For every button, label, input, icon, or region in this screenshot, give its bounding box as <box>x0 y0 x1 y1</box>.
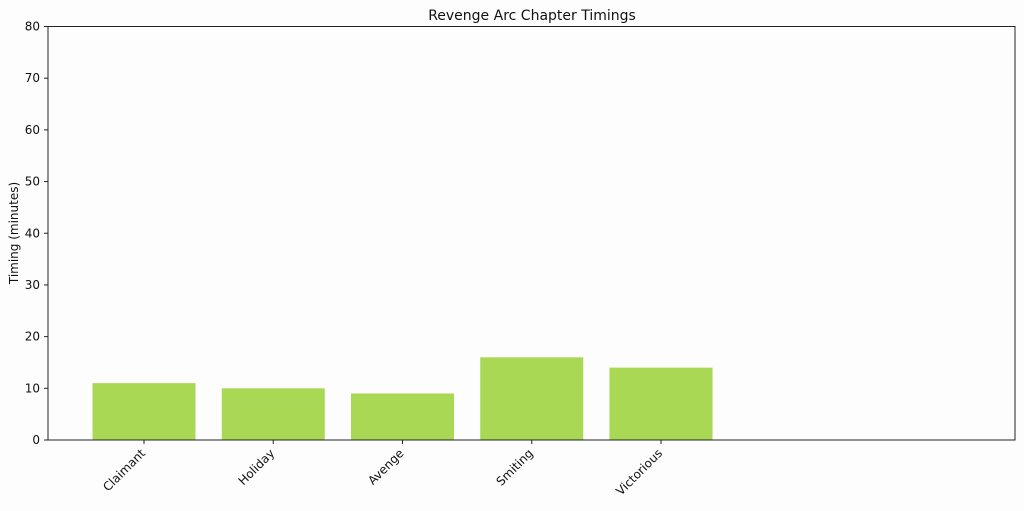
y-tick-label: 0 <box>32 433 40 447</box>
plot-area-frame <box>47 26 1016 441</box>
x-tick-label: Victorious <box>613 446 665 498</box>
y-tick-label: 50 <box>25 175 40 189</box>
bar-victorious <box>609 367 713 440</box>
bar-avenge <box>351 393 454 440</box>
chart-title: Revenge Arc Chapter Timings <box>428 8 636 24</box>
y-axis-ticks: 0 10 20 30 40 50 60 70 80 <box>25 20 48 447</box>
y-tick-label: 10 <box>25 381 40 395</box>
bar-holiday <box>221 388 325 440</box>
y-tick-label: 20 <box>25 330 40 344</box>
y-tick-label: 40 <box>25 226 40 240</box>
bar-claimant <box>92 383 196 440</box>
y-axis-label: Timing (minutes) <box>7 182 21 285</box>
y-tick-label: 70 <box>25 71 40 85</box>
bar-smiting <box>480 357 584 440</box>
x-axis-ticks: Claimant Holiday Avenge Smiting Victorious <box>100 440 665 498</box>
x-tick-label: Smiting <box>494 446 536 488</box>
bar-series <box>92 357 713 440</box>
x-tick-label: Holiday <box>236 446 278 488</box>
y-tick-label: 80 <box>25 20 40 34</box>
x-tick-label: Avenge <box>365 446 406 487</box>
y-tick-label: 30 <box>25 278 40 292</box>
y-tick-label: 60 <box>25 123 40 137</box>
x-tick-label: Claimant <box>100 446 148 494</box>
